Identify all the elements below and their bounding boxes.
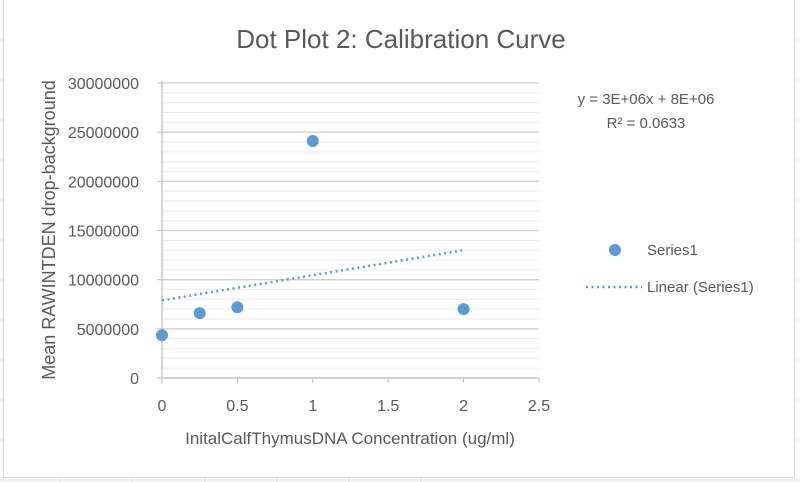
linear-trendline[interactable] [161, 248, 464, 302]
y-tick-label: 25000000 [68, 125, 139, 142]
x-tick-label: 1.5 [377, 398, 399, 415]
y-tick-label: 15000000 [68, 224, 139, 241]
gridlines [162, 82, 539, 379]
y-tick-label: 5000000 [77, 322, 139, 339]
y-tick-label: 0 [130, 371, 139, 388]
axes: 0 5000000 10000000 15000000 20000000 25000000… [68, 76, 550, 415]
trendline-equation: y = 3E+06x + 8E+06 [578, 91, 715, 108]
trendline [161, 248, 464, 302]
x-tick-label: 0 [158, 398, 167, 415]
data-point[interactable] [306, 135, 319, 148]
chart-area[interactable]: Dot Plot 2: Calibration Curve 0 5000000 10… [3, 0, 795, 478]
x-tick-label: 2.5 [528, 398, 550, 415]
data-point[interactable] [193, 307, 206, 320]
chart-title: Dot Plot 2: Calibration Curve [236, 24, 565, 54]
data-point[interactable] [156, 329, 168, 342]
x-tick-label: 1 [308, 398, 317, 415]
x-tick-label: 2 [459, 398, 468, 415]
data-point[interactable] [231, 301, 244, 314]
legend-marker-series1 [609, 244, 621, 256]
scatter-chart: Dot Plot 2: Calibration Curve 0500000010… [39, 24, 754, 448]
legend-label-trendline[interactable]: Linear (Series1) [647, 279, 754, 296]
y-tick-label: 20000000 [68, 174, 139, 191]
data-point[interactable] [457, 303, 470, 316]
trendline-r-squared: R² = 0.0633 [607, 115, 686, 132]
y-tick-label: 10000000 [68, 273, 139, 290]
x-axis-label: InitalCalfThymusDNA Concentration (ug/ml… [185, 429, 515, 448]
data-points [156, 135, 470, 342]
y-tick-label: 30000000 [68, 76, 139, 93]
y-axis-label: Mean RAWINTDEN drop-background [39, 80, 59, 379]
legend-label-series1[interactable]: Series1 [647, 242, 698, 259]
x-tick-label: 0.5 [226, 398, 248, 415]
